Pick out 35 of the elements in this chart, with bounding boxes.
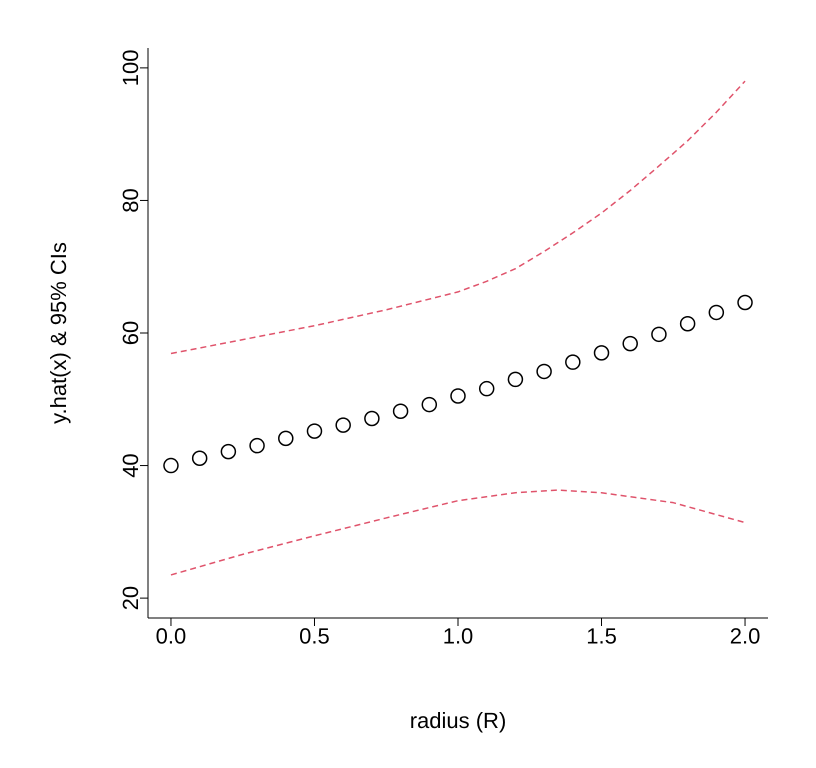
line-series [170, 489, 746, 576]
point [364, 410, 380, 426]
y-tick-label: 40 [118, 453, 143, 478]
point [306, 423, 322, 439]
x-tick-label: 0.5 [299, 624, 330, 649]
y-tick-label: 20 [118, 586, 143, 610]
point [565, 354, 581, 370]
point [536, 364, 552, 380]
point [478, 380, 494, 396]
x-tick-label: 2.0 [730, 624, 760, 649]
point [335, 417, 351, 433]
point [163, 458, 179, 474]
point [450, 388, 466, 404]
point [278, 430, 294, 446]
point [594, 345, 610, 361]
x-tick-label: 1.5 [586, 624, 617, 649]
line-series [170, 80, 746, 354]
x-tick-label: 1.0 [442, 624, 474, 649]
point [422, 396, 438, 412]
point [708, 304, 724, 320]
point [220, 444, 236, 460]
point [249, 438, 265, 454]
point [737, 294, 753, 310]
y-tick-label: 100 [118, 50, 143, 86]
x-axis-title: radius (R) [410, 708, 506, 733]
y-tick-label: 60 [118, 320, 143, 346]
x-tick-label: 0.0 [156, 624, 186, 649]
y-tick-label: 80 [118, 188, 143, 213]
point [192, 450, 208, 466]
point [508, 372, 524, 388]
point [622, 336, 638, 352]
point [392, 403, 408, 419]
point [651, 326, 667, 342]
point [680, 316, 696, 332]
y-axis-title: y.hat(x) & 95% CIs [46, 242, 71, 424]
